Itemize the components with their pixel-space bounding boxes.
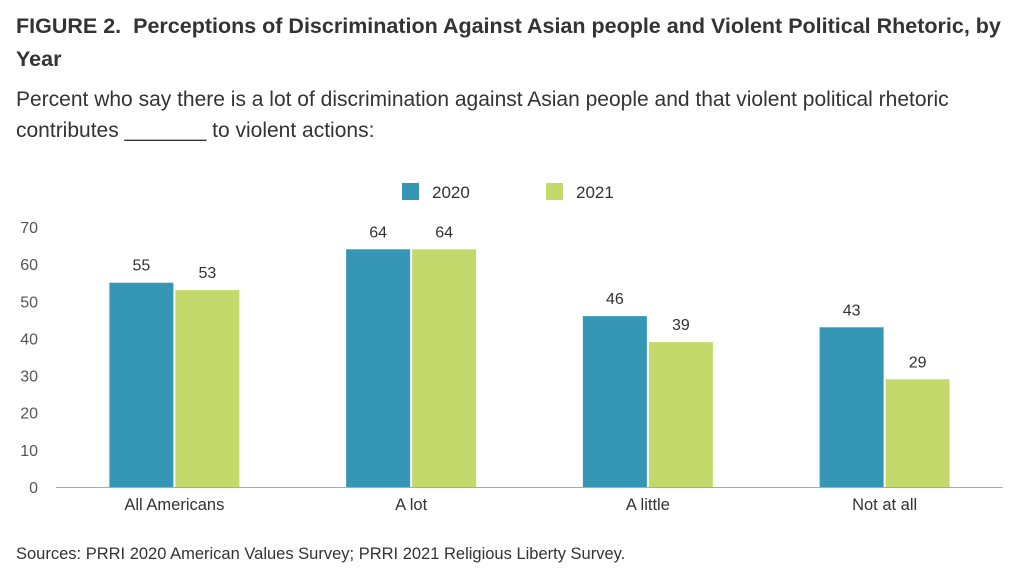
legend-swatch-2020 (402, 183, 419, 200)
legend-label-2020: 2020 (432, 183, 470, 202)
data-label-not-at-all-2020: 43 (843, 302, 861, 319)
y-tick-label: 60 (20, 257, 38, 274)
y-tick-label: 10 (20, 443, 38, 460)
data-label-a-lot-2021: 64 (435, 224, 453, 241)
data-label-a-little-2020: 46 (606, 291, 624, 308)
y-tick-label: 30 (20, 369, 38, 386)
y-tick-label: 0 (29, 480, 38, 497)
data-label-all-americans-2020: 55 (132, 258, 150, 275)
bar-a-lot-2020 (346, 249, 411, 487)
y-tick-label: 20 (20, 406, 38, 423)
bar-not-at-all-2020 (819, 327, 884, 487)
y-tick-label: 50 (20, 294, 38, 311)
bars: 55 53 64 64 46 39 43 29 (109, 224, 950, 487)
bar-a-lot-2021 (412, 249, 477, 487)
y-tick-label: 40 (20, 331, 38, 348)
x-tick-label-a-little: A little (626, 496, 670, 514)
x-axis: All Americans A lot A little Not at all (56, 487, 1003, 514)
data-label-all-americans-2021: 53 (198, 265, 216, 282)
legend: 2020 2021 (402, 183, 614, 202)
legend-swatch-2021 (546, 183, 563, 200)
y-axis: 0 10 20 30 40 50 60 70 (20, 220, 38, 497)
data-label-not-at-all-2021: 29 (909, 354, 927, 371)
x-tick-label-not-at-all: Not at all (852, 496, 917, 514)
data-label-a-lot-2020: 64 (369, 224, 387, 241)
data-label-a-little-2021: 39 (672, 317, 690, 334)
chart-title-text: Perceptions of Discrimination Against As… (16, 14, 1001, 71)
source-note: Sources: PRRI 2020 American Values Surve… (16, 545, 626, 563)
figure-label: FIGURE 2. (16, 14, 122, 38)
chart-title: FIGURE 2. Perceptions of Discrimination … (16, 10, 1006, 76)
y-tick-label: 70 (20, 220, 38, 237)
bar-not-at-all-2021 (885, 379, 950, 487)
bar-a-little-2021 (648, 342, 713, 487)
chart-subtitle: Percent who say there is a lot of discri… (16, 88, 949, 142)
bar-a-little-2020 (582, 316, 647, 487)
x-tick-label-all-americans: All Americans (124, 496, 224, 514)
legend-label-2021: 2021 (576, 183, 614, 202)
x-tick-label-a-lot: A lot (395, 496, 428, 514)
bar-chart: 2020 2021 0 10 20 30 40 50 60 70 55 53 64 64 46 39 43 2… (20, 183, 1003, 514)
bar-all-americans-2020 (109, 282, 174, 487)
bar-all-americans-2021 (175, 290, 240, 487)
